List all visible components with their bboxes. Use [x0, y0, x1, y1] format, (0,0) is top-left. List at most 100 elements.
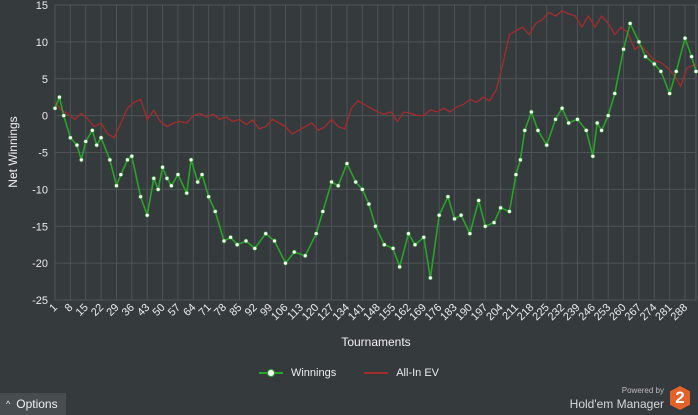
data-point-winnings — [612, 91, 617, 96]
x-tick-label: 1 — [47, 302, 60, 315]
y-tick-label: -15 — [32, 221, 48, 233]
data-point-winnings — [74, 142, 80, 148]
data-point-winnings — [621, 47, 626, 52]
data-point-winnings — [575, 117, 580, 122]
data-point-winnings — [83, 139, 88, 144]
data-point-winnings — [529, 109, 534, 115]
data-point-winnings — [90, 128, 95, 133]
data-point-winnings — [52, 106, 58, 111]
y-tick-label: -10 — [32, 184, 48, 196]
data-point-winnings — [129, 153, 135, 159]
data-point-winnings — [428, 275, 433, 281]
data-point-winnings — [292, 249, 297, 255]
data-point-winnings — [674, 69, 679, 74]
data-point-winnings — [627, 21, 633, 26]
data-point-winnings — [491, 220, 497, 225]
brand-block: Powered by Hold'em Manager 2 — [570, 384, 690, 412]
x-axis-title: Tournaments — [341, 335, 410, 349]
data-point-winnings — [160, 165, 165, 170]
data-point-winnings — [213, 209, 218, 214]
data-point-winnings — [144, 212, 150, 218]
data-point-winnings — [263, 231, 268, 236]
data-point-winnings — [235, 242, 240, 247]
data-point-winnings — [652, 61, 657, 67]
brand-name: Hold'em Manager — [569, 396, 664, 411]
data-point-winnings — [467, 231, 473, 236]
legend-item-winnings[interactable]: Winnings — [258, 367, 337, 379]
data-point-winnings — [590, 153, 596, 159]
data-point-winnings — [252, 246, 257, 251]
data-point-winnings — [283, 260, 288, 266]
series-line-all-in-ev — [54, 10, 697, 139]
data-point-winnings — [68, 135, 73, 140]
data-point-winnings — [118, 172, 124, 177]
data-point-winnings — [138, 194, 143, 199]
x-axis-ticks: 1 815222936435057647178859299106113120127… — [47, 302, 690, 323]
data-point-winnings — [98, 135, 104, 140]
y-axis-ticks: 15 10 5 0 -5 -10 -15 -20 -25 — [32, 0, 48, 307]
data-point-winnings — [658, 69, 664, 74]
chevron-up-icon: ^ — [6, 399, 11, 409]
data-point-winnings — [483, 224, 488, 229]
data-point-winnings — [366, 201, 372, 207]
data-point-winnings — [353, 179, 358, 185]
data-point-winnings — [397, 264, 402, 270]
data-point-winnings — [228, 235, 233, 240]
data-point-winnings — [164, 176, 170, 181]
data-point-winnings — [458, 212, 464, 218]
data-point-winnings — [94, 142, 99, 148]
data-point-winnings — [57, 94, 62, 100]
y-tick-label: -25 — [32, 295, 48, 307]
data-point-winnings — [360, 187, 365, 192]
y-tick-label: 15 — [36, 0, 48, 12]
legend-label-winnings: Winnings — [290, 367, 337, 379]
data-point-winnings — [667, 91, 672, 96]
y-tick-label: -5 — [38, 148, 48, 160]
data-point-winnings — [605, 113, 611, 118]
data-point-winnings — [184, 190, 189, 196]
data-point-winnings — [125, 157, 130, 163]
y-axis-title: Net Winnings — [6, 116, 20, 187]
data-point-winnings — [61, 113, 66, 118]
data-point-winnings — [445, 194, 451, 199]
data-point-winnings — [412, 242, 418, 247]
data-point-winnings — [243, 238, 249, 244]
x-tick-label: 8 — [63, 302, 76, 315]
legend: Winnings All-In EV — [0, 364, 698, 382]
data-point-winnings — [344, 161, 350, 166]
y-tick-label: -20 — [32, 258, 48, 270]
data-point-winnings — [188, 157, 194, 163]
data-point-winnings — [452, 216, 457, 222]
data-point-winnings — [221, 238, 227, 244]
powered-by-text: Powered by — [621, 385, 664, 395]
data-point-winnings — [175, 172, 181, 177]
data-point-winnings — [518, 157, 523, 163]
data-point-winnings — [169, 183, 174, 188]
legend-item-all-in-ev[interactable]: All-In EV — [364, 367, 439, 379]
options-label: Options — [16, 397, 58, 411]
data-point-winnings — [406, 231, 411, 236]
legend-swatch-all-in-ev — [364, 367, 389, 379]
data-point-winnings — [693, 69, 698, 74]
data-point-winnings — [195, 179, 200, 185]
data-point-winnings — [114, 183, 119, 188]
options-button[interactable]: ^ Options — [0, 393, 66, 415]
data-point-winnings — [522, 128, 527, 133]
data-point-winnings — [272, 238, 277, 244]
data-point-winnings — [566, 120, 571, 126]
data-point-winnings — [584, 128, 589, 133]
data-point-winnings — [544, 142, 549, 148]
data-point-winnings — [643, 54, 648, 59]
data-point-winnings — [476, 198, 481, 203]
data-point-winnings — [513, 172, 519, 177]
data-point-winnings — [553, 117, 558, 122]
data-point-winnings — [636, 39, 642, 45]
y-tick-label: 5 — [42, 74, 48, 86]
data-point-winnings — [303, 253, 308, 258]
data-point-winnings — [390, 246, 396, 251]
x-tick-label: 288 — [669, 302, 690, 323]
legend-label-all-in-ev: All-In EV — [396, 367, 440, 379]
data-point-winnings — [206, 194, 211, 199]
data-point-winnings — [535, 128, 541, 133]
